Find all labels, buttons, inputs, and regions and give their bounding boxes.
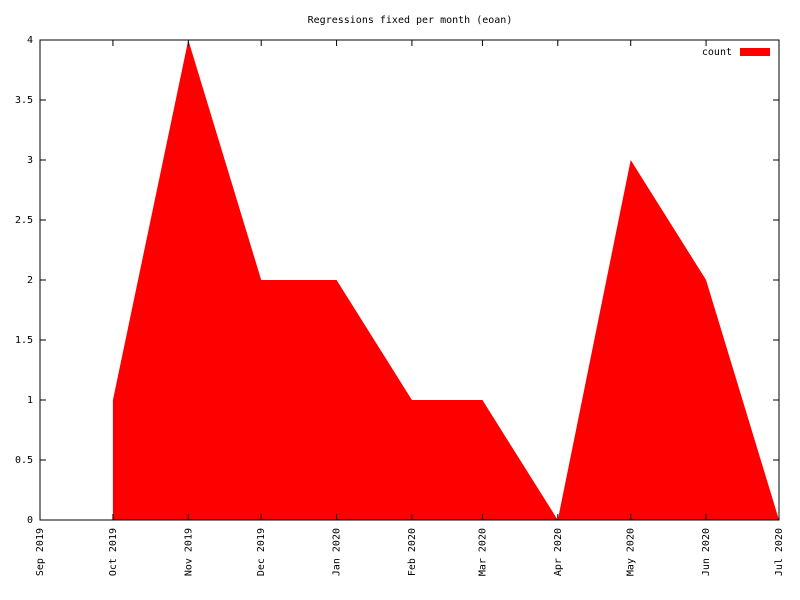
x-tick-label: Apr 2020 bbox=[553, 528, 564, 576]
x-tick-label: Jan 2020 bbox=[332, 528, 343, 576]
y-tick-label: 2 bbox=[27, 275, 33, 286]
x-tick-label: Jun 2020 bbox=[701, 528, 712, 576]
y-tick-label: 3.5 bbox=[15, 95, 33, 106]
x-tick-label: Nov 2019 bbox=[183, 528, 194, 576]
chart-title: Regressions fixed per month (eoan) bbox=[308, 15, 513, 26]
y-tick-label: 1 bbox=[27, 395, 33, 406]
y-tick-label: 0 bbox=[27, 515, 33, 526]
x-tick-label: Mar 2020 bbox=[477, 528, 488, 576]
x-tick-label: Sep 2019 bbox=[35, 528, 46, 576]
x-tick-label: Jul 2020 bbox=[774, 528, 785, 576]
x-tick-label: Oct 2019 bbox=[108, 528, 119, 576]
x-tick-label: Feb 2020 bbox=[407, 528, 418, 576]
y-tick-label: 4 bbox=[27, 35, 33, 46]
y-tick-label: 3 bbox=[27, 155, 33, 166]
legend-swatch bbox=[740, 48, 770, 56]
y-tick-label: 2.5 bbox=[15, 215, 33, 226]
x-tick-label: May 2020 bbox=[626, 528, 637, 576]
x-tick-label: Dec 2019 bbox=[256, 528, 267, 576]
y-tick-label: 1.5 bbox=[15, 335, 33, 346]
plot-border bbox=[39, 39, 780, 521]
legend-label: count bbox=[702, 47, 732, 58]
y-tick-label: 0.5 bbox=[15, 455, 33, 466]
area bbox=[112, 40, 780, 520]
